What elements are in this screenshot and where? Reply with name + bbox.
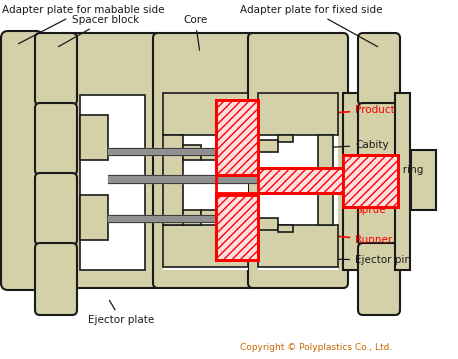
- Bar: [343, 155, 398, 207]
- FancyBboxPatch shape: [358, 243, 400, 315]
- FancyBboxPatch shape: [70, 33, 160, 288]
- Bar: [183, 210, 201, 225]
- Bar: [80, 95, 145, 270]
- Text: Adapter plate for fixed side: Adapter plate for fixed side: [240, 5, 382, 47]
- Bar: [80, 115, 108, 160]
- Bar: [201, 150, 216, 160]
- Bar: [395, 93, 410, 270]
- Bar: [278, 135, 293, 142]
- Bar: [163, 93, 248, 135]
- FancyBboxPatch shape: [358, 103, 400, 175]
- Bar: [258, 93, 338, 135]
- Bar: [216, 100, 258, 175]
- Bar: [183, 145, 201, 160]
- Text: Cabity: Cabity: [321, 140, 389, 150]
- Bar: [258, 93, 338, 270]
- Text: Ejector pin: Ejector pin: [261, 255, 411, 265]
- Bar: [201, 210, 216, 220]
- Bar: [258, 218, 278, 230]
- FancyBboxPatch shape: [35, 243, 77, 315]
- FancyBboxPatch shape: [35, 33, 77, 105]
- FancyBboxPatch shape: [358, 33, 400, 105]
- Bar: [163, 225, 248, 267]
- FancyBboxPatch shape: [358, 173, 400, 245]
- Text: Spacer block: Spacer block: [59, 15, 139, 47]
- FancyBboxPatch shape: [1, 31, 43, 290]
- Bar: [278, 225, 293, 232]
- Bar: [411, 150, 436, 210]
- FancyBboxPatch shape: [248, 33, 348, 288]
- Text: Adapter plate for mabable side: Adapter plate for mabable side: [2, 5, 164, 44]
- FancyBboxPatch shape: [35, 103, 77, 175]
- FancyBboxPatch shape: [153, 33, 258, 288]
- Text: Locating ring: Locating ring: [355, 165, 423, 175]
- Text: Runner: Runner: [261, 228, 392, 245]
- Text: Product: Product: [261, 105, 395, 118]
- Bar: [163, 135, 183, 225]
- FancyBboxPatch shape: [35, 173, 77, 245]
- Text: Core: Core: [183, 15, 207, 50]
- Bar: [343, 93, 361, 270]
- Text: Copyright © Polyplastics Co., Ltd.: Copyright © Polyplastics Co., Ltd.: [240, 344, 392, 353]
- Bar: [258, 225, 338, 267]
- Bar: [318, 135, 333, 225]
- Text: Sprue: Sprue: [355, 187, 386, 215]
- Bar: [258, 168, 343, 193]
- Bar: [163, 93, 248, 270]
- Text: Ejector plate: Ejector plate: [88, 300, 154, 325]
- Bar: [258, 140, 278, 152]
- Bar: [216, 195, 258, 260]
- Bar: [80, 195, 108, 240]
